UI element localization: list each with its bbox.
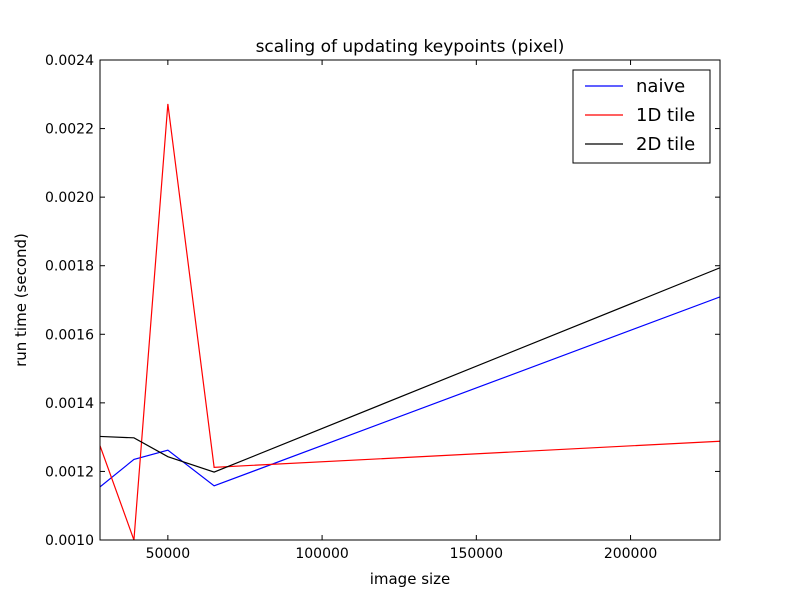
- x-tick-label: 200000: [604, 546, 657, 562]
- y-tick-label: 0.0010: [45, 533, 94, 549]
- y-tick-label: 0.0024: [45, 53, 94, 69]
- legend-label: 2D tile: [636, 134, 695, 155]
- series-layer: [100, 103, 720, 540]
- series-line-naive: [100, 296, 720, 488]
- y-tick-label: 0.0016: [45, 327, 94, 343]
- y-tick-label: 0.0014: [45, 396, 94, 412]
- y-tick-label: 0.0022: [45, 122, 94, 138]
- y-axis-label: run time (second): [12, 233, 30, 367]
- legend: naive 1D tile 2D tile: [572, 69, 711, 164]
- chart-title: scaling of updating keypoints (pixel): [256, 37, 565, 57]
- series-line-2d-tile: [100, 267, 720, 473]
- y-tick-label: 0.0012: [45, 464, 94, 480]
- plot-frame: [99, 59, 721, 541]
- series-line-1d-tile: [100, 103, 720, 540]
- y-tick-label: 0.0020: [45, 190, 94, 206]
- y-tick-label: 0.0018: [45, 259, 94, 275]
- x-tick-label: 100000: [295, 546, 348, 562]
- axes-layer: 50000 100000 150000 200000 0.0010 0.0012 0.001…: [45, 53, 721, 562]
- x-tick-label: 50000: [146, 546, 191, 562]
- legend-label: 1D tile: [636, 105, 695, 126]
- x-tick-label: 150000: [450, 546, 503, 562]
- x-axis-label: image size: [370, 570, 451, 588]
- legend-label: naive: [636, 76, 685, 97]
